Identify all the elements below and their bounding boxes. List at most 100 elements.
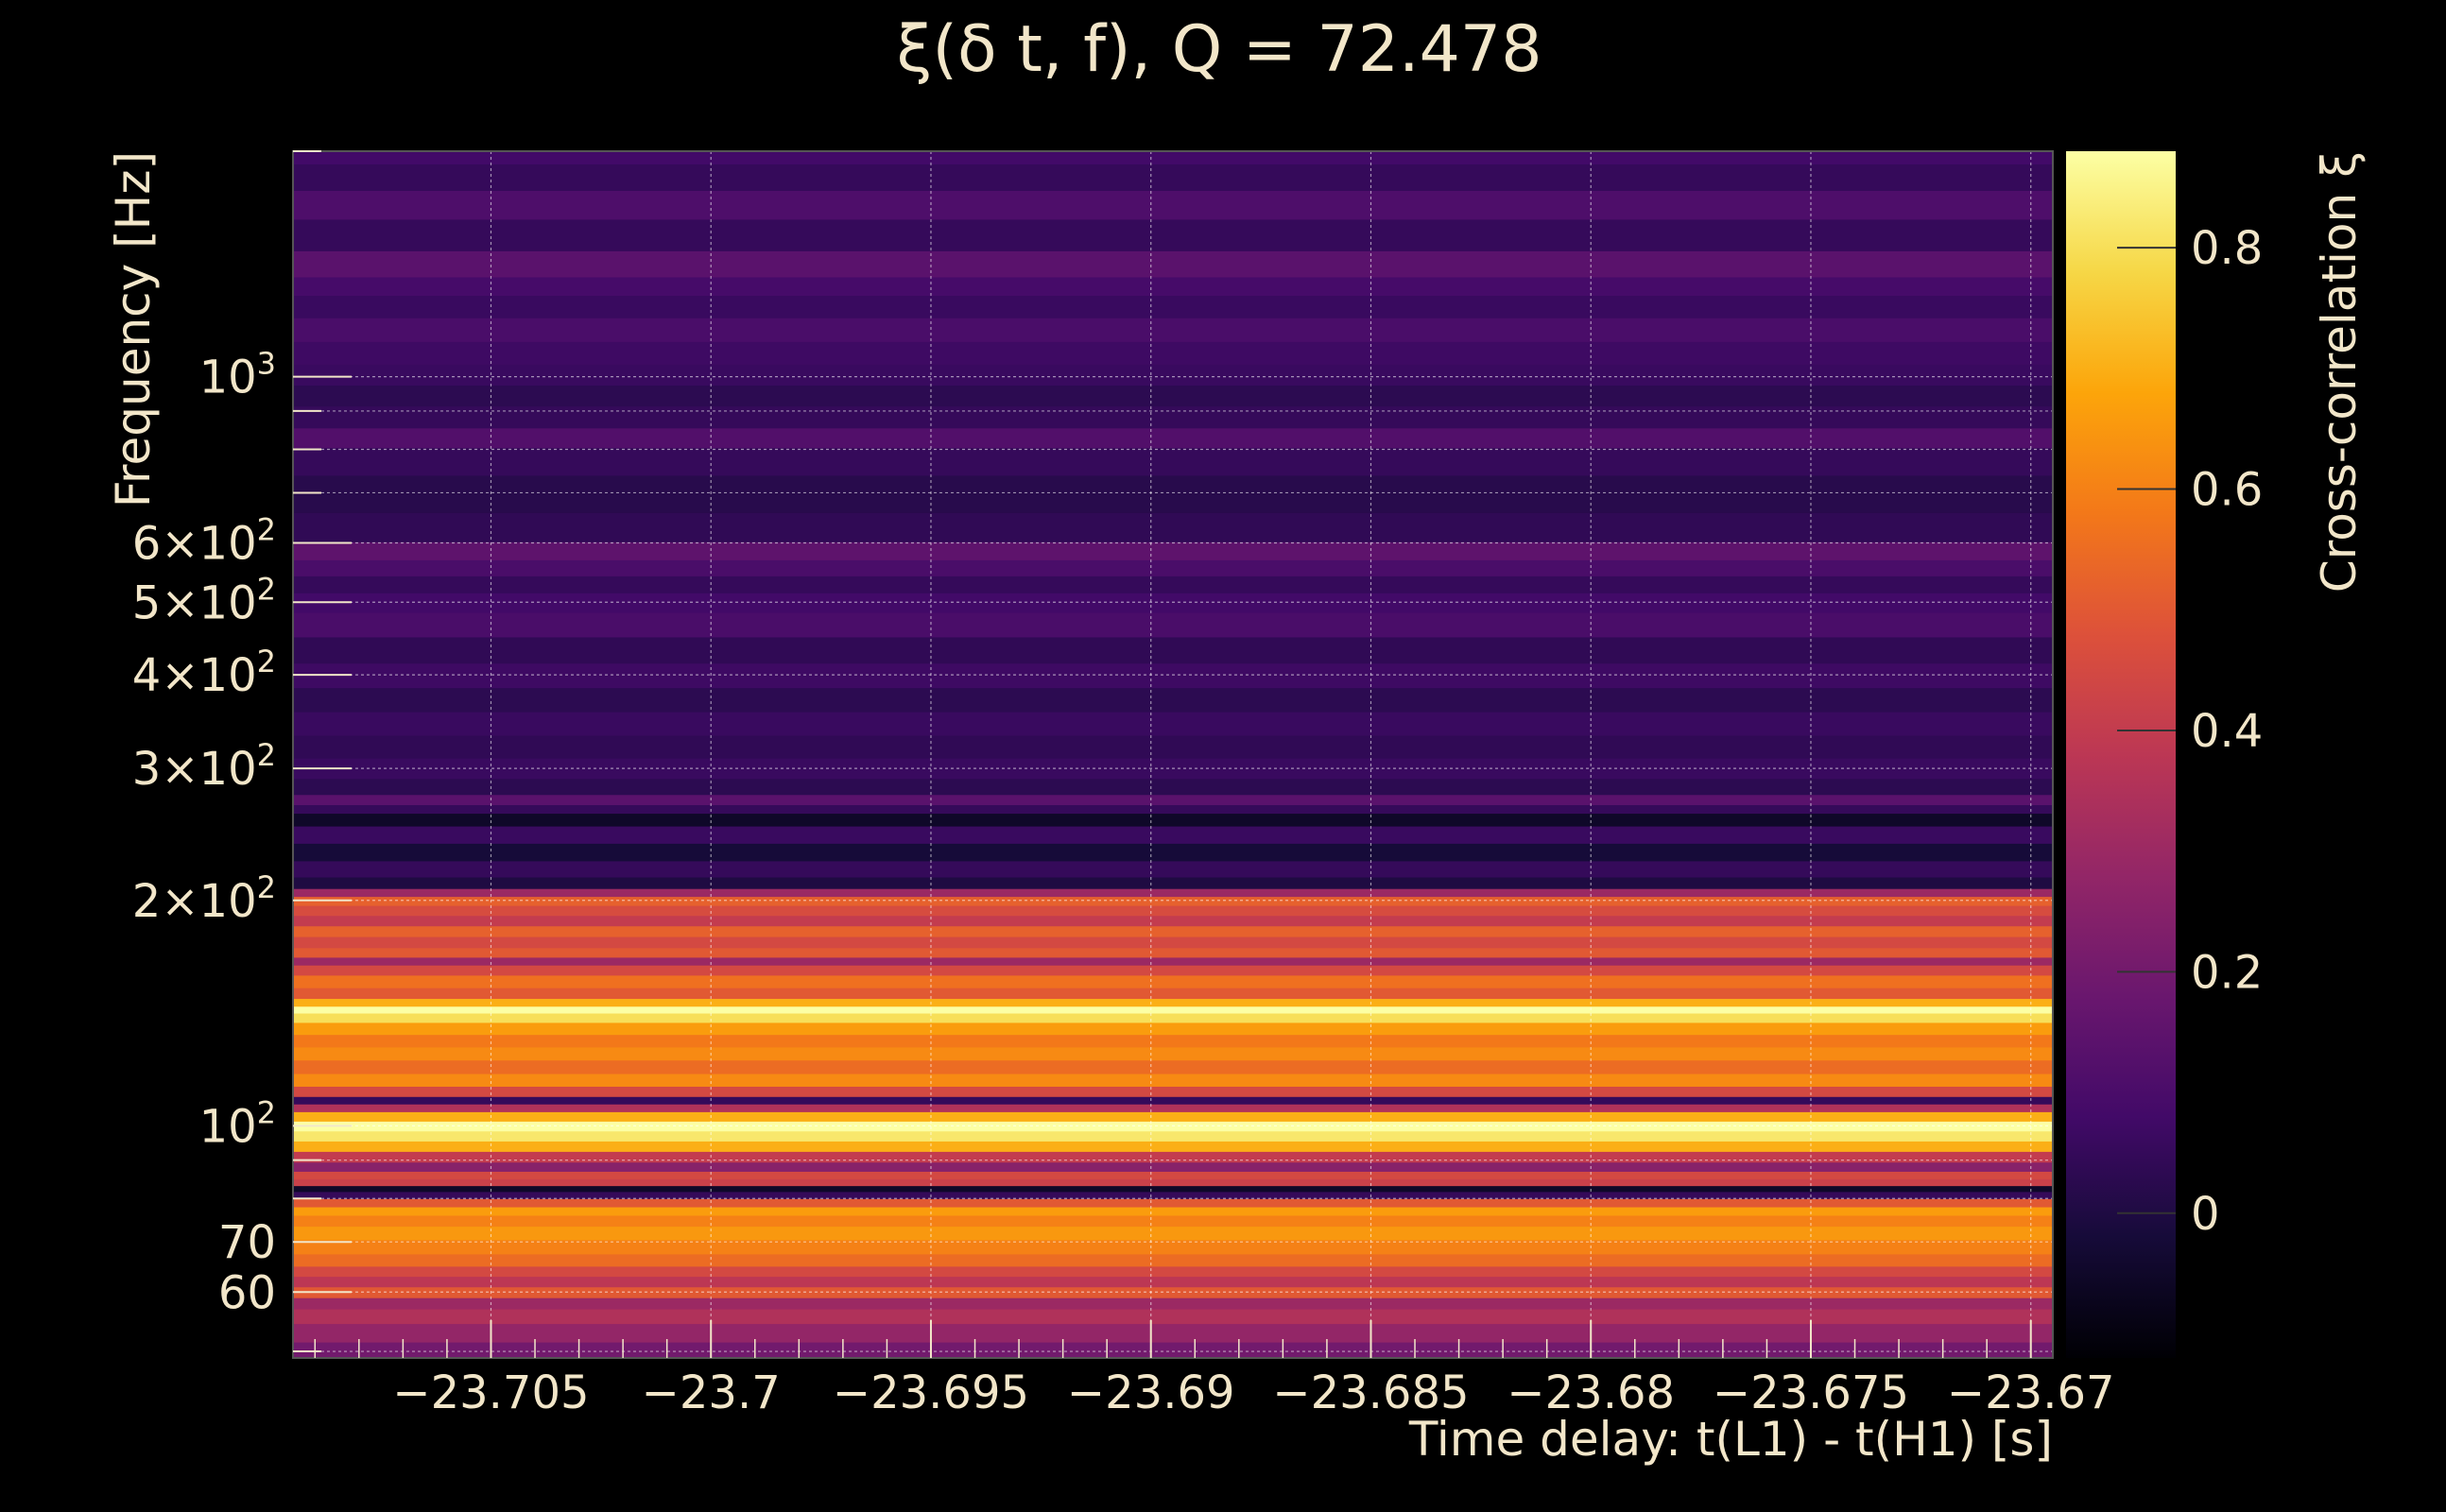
heatmap-band (293, 1096, 2053, 1105)
heatmap-band (293, 447, 2053, 476)
heatmap-band (293, 1171, 2053, 1179)
heatmap-band (293, 974, 2053, 988)
colorbar-tick-label: 0.8 (2191, 222, 2263, 275)
y-tick-label: 2×102 (132, 869, 276, 928)
heatmap-band (293, 1323, 2053, 1343)
heatmap-band (293, 276, 2053, 297)
y-tick-label: 103 (199, 346, 276, 404)
heatmap-band (293, 1012, 2053, 1023)
heatmap-band (293, 915, 2053, 927)
heatmap-band (293, 711, 2053, 736)
heatmap-band (293, 1253, 2053, 1267)
colorbar-tick-label: 0.6 (2191, 464, 2263, 517)
y-tick-label: 4×102 (132, 644, 276, 702)
heatmap-band (293, 1130, 2053, 1142)
heatmap-band (293, 512, 2053, 542)
colorbar-ticks: 0 0.2 0.4 0.6 0.8 (2117, 222, 2263, 1241)
heatmap-band (293, 1265, 2053, 1278)
heatmap-band (293, 813, 2053, 827)
heatmap-band (293, 427, 2053, 449)
heatmap-band (293, 1086, 2053, 1097)
heatmap-band (293, 662, 2053, 689)
heatmap-band (293, 1005, 2053, 1014)
heatmap-band (293, 860, 2053, 878)
heatmap-band (293, 559, 2053, 576)
heatmap-band (293, 593, 2053, 613)
heatmap-band (293, 778, 2053, 796)
heatmap-band (293, 876, 2053, 889)
heatmap-band (293, 1178, 2053, 1187)
heatmap-band (293, 1104, 2053, 1112)
heatmap-band (293, 1161, 2053, 1172)
heatmap-band (293, 896, 2053, 906)
heatmap-band (293, 1073, 2053, 1087)
heatmap-band (293, 1198, 2053, 1208)
heatmap-band (293, 905, 2053, 917)
heatmap-band (293, 1046, 2053, 1061)
heatmap-band (293, 1342, 2053, 1359)
heatmap-band (293, 151, 2053, 165)
plot-frame (292, 150, 2054, 1359)
colorbar-label: Cross-correlation ξ (2312, 151, 2367, 593)
heatmap-band (293, 925, 2053, 937)
heatmap-band (293, 888, 2053, 898)
heatmap-band (293, 734, 2053, 759)
x-axis-label: Time delay: t(L1) - t(H1) [s] (1408, 1412, 2053, 1467)
heatmap-band (293, 1059, 2053, 1074)
y-tick-label: 70 (218, 1216, 276, 1269)
heatmap-band (293, 318, 2053, 342)
chart-title: ξ(δ t, f), Q = 72.478 (897, 12, 1542, 87)
heatmap-band (293, 1308, 2053, 1325)
heatmap-band (293, 947, 2053, 958)
heatmap-band (293, 250, 2053, 278)
y-tick-label: 5×102 (132, 571, 276, 629)
heatmap-band (293, 1034, 2053, 1048)
heatmap-band (293, 1276, 2053, 1288)
heatmap-band (293, 385, 2053, 407)
colorbar (2066, 151, 2176, 1358)
heatmap-band (293, 1151, 2053, 1163)
heatmap-band (293, 341, 2053, 365)
heatmap-band (293, 1141, 2053, 1152)
heatmap-band (293, 1191, 2053, 1199)
heatmap-band (293, 1239, 2053, 1255)
heatmap-band (293, 1022, 2053, 1036)
colorbar-tick-label: 0 (2191, 1188, 2220, 1241)
heatmap-band (293, 794, 2053, 805)
heatmap-band (293, 295, 2053, 318)
heatmap-band (293, 1206, 2053, 1216)
heatmap-band (293, 936, 2053, 949)
heatmap-band (293, 405, 2053, 429)
heatmap-band (293, 1185, 2053, 1193)
heatmap-band (293, 843, 2053, 862)
heatmap-band (293, 636, 2053, 664)
y-tick-label: 3×102 (132, 737, 276, 796)
heatmap-band (293, 576, 2053, 593)
colorbar-tick-label: 0.2 (2191, 946, 2263, 999)
heatmap-band (293, 965, 2053, 976)
heatmap-band (293, 364, 2053, 387)
x-tick-label: −23.705 (392, 1366, 589, 1419)
heatmap-band (293, 190, 2053, 220)
x-tick-label: −23.67 (1947, 1366, 2115, 1419)
heatmap-band (293, 1226, 2053, 1241)
heatmap-band (293, 998, 2053, 1007)
x-tick-label: −23.68 (1507, 1366, 1675, 1419)
x-tick-label: −23.685 (1272, 1366, 1469, 1419)
x-tick-label: −23.7 (642, 1366, 781, 1419)
heatmap-band (293, 163, 2053, 191)
y-axis-label: Frequency [Hz] (106, 151, 161, 507)
x-tick-label: −23.675 (1713, 1366, 1909, 1419)
heatmap-bands (293, 151, 2053, 1359)
heatmap-band (293, 956, 2053, 966)
heatmap-band (293, 687, 2053, 713)
y-tick-label: 6×102 (132, 512, 276, 571)
heatmap-band (293, 988, 2053, 1000)
heatmap-band (293, 1297, 2053, 1310)
y-tick-label: 60 (218, 1266, 276, 1319)
heatmap-band (293, 825, 2053, 844)
x-tick-label: −23.69 (1067, 1366, 1235, 1419)
x-axis-ticks: −23.705 −23.7 −23.695 −23.69 −23.685 −23.68 −2… (314, 1320, 2115, 1419)
